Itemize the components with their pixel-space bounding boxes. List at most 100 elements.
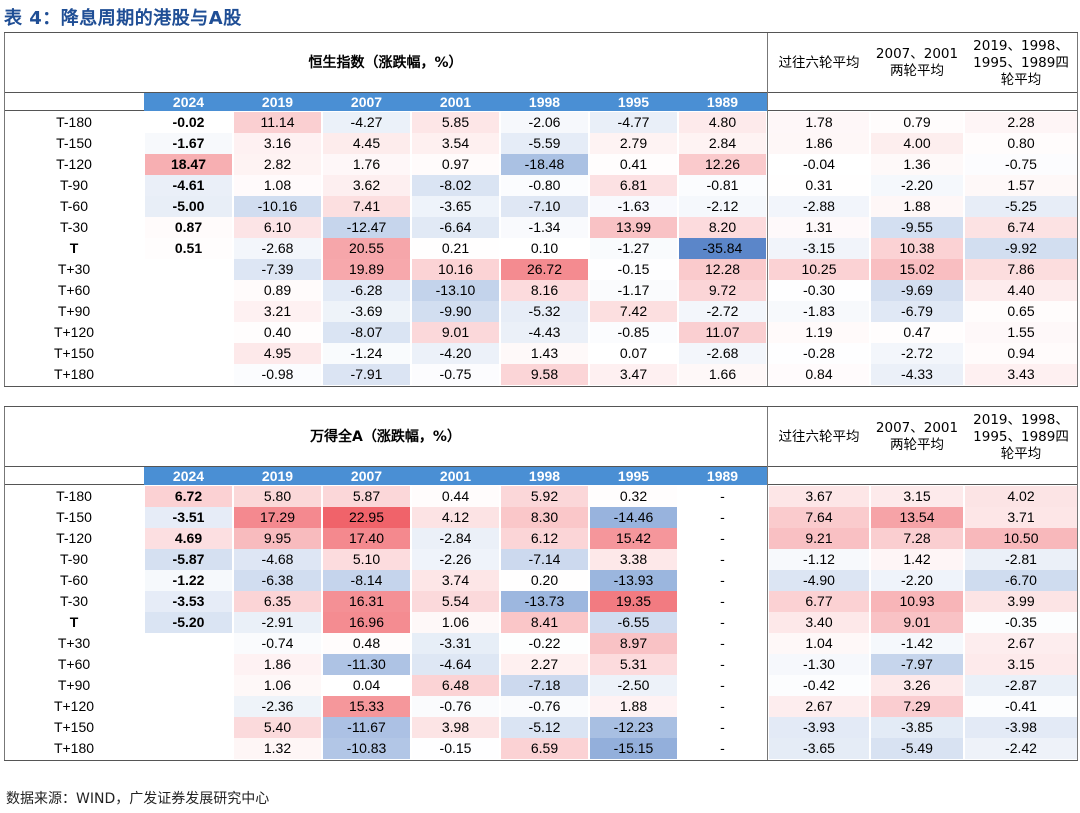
average-header-line: 2019、1998、: [973, 37, 1069, 54]
average-cell: -1.83: [769, 301, 869, 322]
value-cell: -2.68: [234, 238, 321, 259]
average-cell: 9.01: [871, 612, 963, 633]
year-header-1995: 1995: [589, 467, 678, 485]
average-cell: -0.04: [769, 154, 869, 175]
average-column-header: 过往六轮平均: [768, 33, 870, 93]
average-cell: 0.31: [769, 175, 869, 196]
average-cell: -2.88: [769, 196, 869, 217]
average-cell: -4.33: [871, 364, 963, 385]
year-header-2007: 2007: [322, 467, 411, 485]
average-cell: -0.30: [769, 280, 869, 301]
current-value-cell: [145, 717, 232, 738]
average-cell: 2.67: [965, 633, 1077, 654]
value-cell: -6.55: [590, 612, 677, 633]
value-cell: 0.97: [412, 154, 499, 175]
value-cell: 3.98: [412, 717, 499, 738]
average-cell: -2.87: [965, 675, 1077, 696]
average-cell: 2.28: [965, 112, 1077, 133]
average-cell: 3.43: [965, 364, 1077, 385]
value-cell: 1.08: [234, 175, 321, 196]
value-cell: 1.86: [234, 654, 321, 675]
value-cell: -: [720, 551, 725, 567]
column-divider: [767, 93, 768, 386]
value-cell: -7.39: [234, 259, 321, 280]
average-cell: 6.74: [965, 217, 1077, 238]
row-label: T-90: [59, 177, 88, 193]
table-row: T-180 6.72 5.80 5.87 0.44 5.92 0.32 - 3.67 3.15 4.…: [4, 486, 1078, 507]
current-value-cell: -0.02: [145, 112, 232, 133]
value-cell: 6.12: [501, 528, 588, 549]
average-cell: -3.65: [769, 738, 869, 759]
row-label: T: [69, 240, 79, 256]
average-cell: 1.57: [965, 175, 1077, 196]
row-label: T+180: [53, 366, 95, 382]
value-cell: 1.06: [234, 675, 321, 696]
row-label: T+120: [53, 698, 95, 714]
average-cell: -0.75: [965, 154, 1077, 175]
value-cell: -9.90: [412, 301, 499, 322]
average-cell: 10.38: [871, 238, 963, 259]
current-value-cell: 0.87: [145, 217, 232, 238]
average-header-line: 轮平均: [1000, 71, 1042, 88]
average-column-header: 2007、2001 两轮平均: [870, 407, 964, 467]
current-value-cell: 18.47: [145, 154, 232, 175]
value-cell: -: [720, 740, 725, 756]
current-value-cell: -4.61: [145, 175, 232, 196]
current-value-cell: 4.69: [145, 528, 232, 549]
average-cell: 1.36: [871, 154, 963, 175]
average-cell: 4.40: [965, 280, 1077, 301]
value-cell: 2.84: [679, 133, 766, 154]
value-cell: 2.27: [501, 654, 588, 675]
table-title: 表 4：降息周期的港股与A股: [4, 8, 242, 29]
year-header-1989: 1989: [678, 93, 767, 111]
average-header-line: 1995、1989四: [973, 54, 1069, 71]
value-cell: -12.23: [590, 717, 677, 738]
row-label: T+30: [57, 635, 91, 651]
row-label: T+30: [57, 261, 91, 277]
table-row: T-150 -1.67 3.16 4.45 3.54 -5.59 2.79 2.84 1.86 4…: [4, 133, 1078, 154]
table-row: T-90 -5.87 -4.68 5.10 -2.26 -7.14 3.38 - -1.12 1.…: [4, 549, 1078, 570]
value-cell: -2.06: [501, 112, 588, 133]
average-cell: 3.26: [871, 675, 963, 696]
average-cell: 7.86: [965, 259, 1077, 280]
row-label: T-120: [56, 156, 92, 172]
source-note: 数据来源：WIND，广发证券发展研究中心: [6, 791, 270, 807]
year-header-2024: 2024: [144, 467, 233, 485]
value-cell: -2.50: [590, 675, 677, 696]
value-cell: 4.95: [234, 343, 321, 364]
row-label: T+150: [53, 345, 95, 361]
table-row: T 0.51 -2.68 20.55 0.21 0.10 -1.27 -35.84 -3.15 1…: [4, 238, 1078, 259]
current-value-cell: -5.00: [145, 196, 232, 217]
value-cell: -6.64: [412, 217, 499, 238]
current-value-cell: [145, 654, 232, 675]
value-cell: 8.30: [501, 507, 588, 528]
table-row: T+180 1.32 -10.83 -0.15 6.59 -15.15 - -3.65 -5.4…: [4, 738, 1078, 759]
value-cell: -: [720, 572, 725, 588]
average-cell: 7.64: [769, 507, 869, 528]
average-cell: -2.20: [871, 570, 963, 591]
value-cell: 9.95: [234, 528, 321, 549]
table-row: T+30 -0.74 0.48 -3.31 -0.22 8.97 - 1.04 -1.42 2.6…: [4, 633, 1078, 654]
average-cell: 3.15: [965, 654, 1077, 675]
average-cell: 10.93: [871, 591, 963, 612]
value-cell: 6.81: [590, 175, 677, 196]
value-cell: -8.02: [412, 175, 499, 196]
year-header-2019: 2019: [233, 467, 322, 485]
value-cell: 9.72: [679, 280, 766, 301]
value-cell: 17.29: [234, 507, 321, 528]
average-column-header: 2007、2001 两轮平均: [870, 33, 964, 93]
average-header-line: 2007、2001: [875, 46, 959, 62]
average-cell: -5.49: [871, 738, 963, 759]
value-cell: -1.27: [590, 238, 677, 259]
value-cell: 22.95: [323, 507, 410, 528]
average-cell: -9.92: [965, 238, 1077, 259]
value-cell: -7.14: [501, 549, 588, 570]
current-value-cell: -5.87: [145, 549, 232, 570]
table-row: T-120 18.47 2.82 1.76 0.97 -18.48 0.41 12.26 -0.…: [4, 154, 1078, 175]
value-cell: -: [720, 677, 725, 693]
average-cell: -4.90: [769, 570, 869, 591]
value-cell: -13.10: [412, 280, 499, 301]
value-cell: 4.80: [679, 112, 766, 133]
value-cell: -7.10: [501, 196, 588, 217]
average-cell: 0.79: [871, 112, 963, 133]
